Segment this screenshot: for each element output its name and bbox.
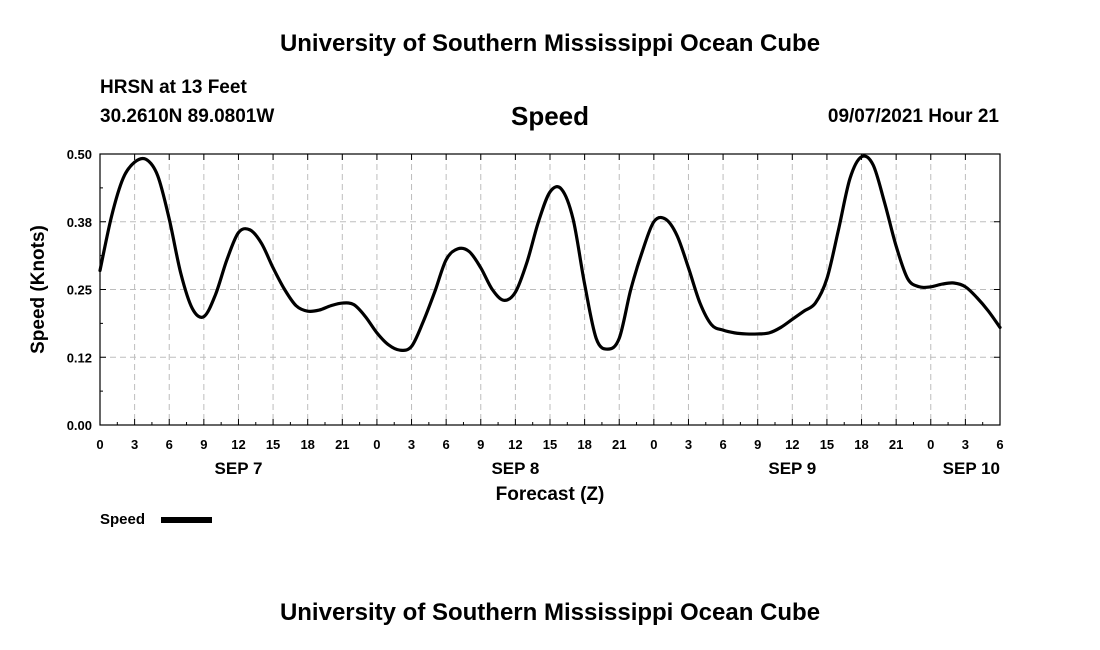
x-tick-label: 0 xyxy=(650,437,657,452)
x-tick-label: 9 xyxy=(200,437,207,452)
date-label: SEP 7 xyxy=(215,459,263,478)
date-label: SEP 10 xyxy=(943,459,1000,478)
x-tick-label: 0 xyxy=(927,437,934,452)
x-tick-label: 6 xyxy=(719,437,726,452)
x-tick-label: 12 xyxy=(785,437,799,452)
forecast-datetime: 09/07/2021 Hour 21 xyxy=(827,106,999,127)
page-title: University of Southern Mississippi Ocean… xyxy=(279,30,821,57)
x-tick-label: 0 xyxy=(373,437,380,452)
x-axis-title: Forecast (Z) xyxy=(496,484,605,505)
x-tick-label: 6 xyxy=(166,437,173,452)
speed-series-line xyxy=(98,154,1002,352)
series-layer xyxy=(98,154,1002,352)
y-tick-label: 0.00 xyxy=(67,418,92,433)
x-tick-label: 18 xyxy=(300,437,314,452)
x-tick-label: 9 xyxy=(754,437,761,452)
date-label: SEP 8 xyxy=(491,459,539,478)
x-tick-label: 21 xyxy=(612,437,626,452)
x-tick-label: 15 xyxy=(820,437,834,452)
y-tick-label: 0.50 xyxy=(67,147,92,162)
x-tick-label: 15 xyxy=(266,437,280,452)
x-tick-label: 3 xyxy=(962,437,969,452)
legend: Speed xyxy=(100,511,212,528)
station-label: HRSN at 13 Feet xyxy=(100,77,247,98)
y-axis-title: Speed (Knots) xyxy=(28,225,49,354)
x-tick-label: 9 xyxy=(477,437,484,452)
axis-labels: 0 3 6 9 12 15 18 21 0 3 6 9 12 15 18 21 0 3 6 9 12 15 18 21 0 3 6 0… xyxy=(28,147,1004,505)
x-tick-label: 12 xyxy=(231,437,245,452)
legend-label: Speed xyxy=(100,511,145,528)
axes xyxy=(99,153,1001,426)
variable-title: Speed xyxy=(510,101,590,131)
x-tick-label: 15 xyxy=(543,437,557,452)
x-tick-label: 3 xyxy=(131,437,138,452)
x-tick-label: 21 xyxy=(335,437,349,452)
x-tick-label: 18 xyxy=(577,437,591,452)
y-tick-label: 0.12 xyxy=(67,350,92,365)
x-tick-label: 12 xyxy=(508,437,522,452)
x-tick-label: 6 xyxy=(443,437,450,452)
x-tick-label: 3 xyxy=(408,437,415,452)
x-tick-label: 18 xyxy=(854,437,868,452)
y-tick-label: 0.25 xyxy=(67,283,92,298)
footer-title: University of Southern Mississippi Ocean… xyxy=(279,599,821,626)
x-tick-label: 3 xyxy=(685,437,692,452)
x-tick-label: 21 xyxy=(889,437,903,452)
y-tick-label: 0.38 xyxy=(67,215,92,230)
coordinates-label: 30.2610N 89.0801W xyxy=(100,106,275,127)
date-label: SEP 9 xyxy=(768,459,816,478)
x-tick-label: 6 xyxy=(996,437,1003,452)
x-tick-label: 0 xyxy=(96,437,103,452)
plot-frame xyxy=(99,153,1001,426)
